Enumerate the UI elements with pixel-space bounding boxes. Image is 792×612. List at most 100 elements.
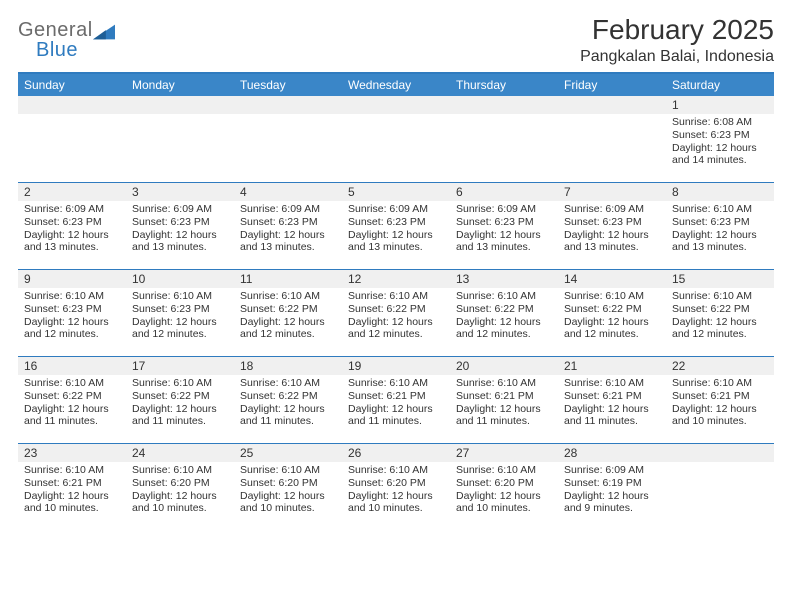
day-cell: 15Sunrise: 6:10 AMSunset: 6:22 PMDayligh…: [666, 270, 774, 356]
day-cell: 25Sunrise: 6:10 AMSunset: 6:20 PMDayligh…: [234, 444, 342, 530]
daylight-line: Daylight: 12 hours and 12 minutes.: [348, 316, 444, 342]
day-details: Sunrise: 6:10 AMSunset: 6:21 PMDaylight:…: [342, 375, 450, 432]
day-cell: 9Sunrise: 6:10 AMSunset: 6:23 PMDaylight…: [18, 270, 126, 356]
day-cell: 7Sunrise: 6:09 AMSunset: 6:23 PMDaylight…: [558, 183, 666, 269]
sunset-line: Sunset: 6:23 PM: [348, 216, 444, 229]
sunset-line: Sunset: 6:21 PM: [564, 390, 660, 403]
daylight-line: Daylight: 12 hours and 11 minutes.: [348, 403, 444, 429]
day-cell-empty: [18, 96, 126, 182]
sunset-line: Sunset: 6:21 PM: [456, 390, 552, 403]
daylight-line: Daylight: 12 hours and 13 minutes.: [132, 229, 228, 255]
sunset-line: Sunset: 6:23 PM: [564, 216, 660, 229]
sunset-line: Sunset: 6:22 PM: [240, 303, 336, 316]
sunrise-line: Sunrise: 6:10 AM: [456, 290, 552, 303]
day-number: 23: [18, 444, 126, 462]
day-cell: 16Sunrise: 6:10 AMSunset: 6:22 PMDayligh…: [18, 357, 126, 443]
day-cell: 26Sunrise: 6:10 AMSunset: 6:20 PMDayligh…: [342, 444, 450, 530]
day-details: Sunrise: 6:10 AMSunset: 6:21 PMDaylight:…: [450, 375, 558, 432]
day-number: 11: [234, 270, 342, 288]
day-details: Sunrise: 6:10 AMSunset: 6:20 PMDaylight:…: [450, 462, 558, 519]
daylight-line: Daylight: 12 hours and 12 minutes.: [132, 316, 228, 342]
day-details: Sunrise: 6:10 AMSunset: 6:22 PMDaylight:…: [342, 288, 450, 345]
sunrise-line: Sunrise: 6:10 AM: [240, 377, 336, 390]
day-details: Sunrise: 6:09 AMSunset: 6:23 PMDaylight:…: [450, 201, 558, 258]
day-number: [666, 444, 774, 462]
sunrise-line: Sunrise: 6:09 AM: [348, 203, 444, 216]
weekday-header: Friday: [558, 74, 666, 96]
daylight-line: Daylight: 12 hours and 12 minutes.: [456, 316, 552, 342]
sunset-line: Sunset: 6:20 PM: [456, 477, 552, 490]
day-number: 17: [126, 357, 234, 375]
day-number: [450, 96, 558, 114]
day-cell: 11Sunrise: 6:10 AMSunset: 6:22 PMDayligh…: [234, 270, 342, 356]
daylight-line: Daylight: 12 hours and 12 minutes.: [24, 316, 120, 342]
weekday-header: Saturday: [666, 74, 774, 96]
weekday-header: Sunday: [18, 74, 126, 96]
daylight-line: Daylight: 12 hours and 10 minutes.: [240, 490, 336, 516]
weeks-container: 1Sunrise: 6:08 AMSunset: 6:23 PMDaylight…: [18, 96, 774, 530]
daylight-line: Daylight: 12 hours and 13 minutes.: [348, 229, 444, 255]
sunrise-line: Sunrise: 6:09 AM: [564, 203, 660, 216]
day-details: Sunrise: 6:10 AMSunset: 6:20 PMDaylight:…: [234, 462, 342, 519]
daylight-line: Daylight: 12 hours and 10 minutes.: [672, 403, 768, 429]
sunset-line: Sunset: 6:23 PM: [240, 216, 336, 229]
day-details: Sunrise: 6:08 AMSunset: 6:23 PMDaylight:…: [666, 114, 774, 171]
day-cell: 22Sunrise: 6:10 AMSunset: 6:21 PMDayligh…: [666, 357, 774, 443]
sunset-line: Sunset: 6:22 PM: [672, 303, 768, 316]
sunrise-line: Sunrise: 6:10 AM: [240, 464, 336, 477]
sunrise-line: Sunrise: 6:10 AM: [564, 377, 660, 390]
day-cell: 6Sunrise: 6:09 AMSunset: 6:23 PMDaylight…: [450, 183, 558, 269]
daylight-line: Daylight: 12 hours and 13 minutes.: [24, 229, 120, 255]
day-cell: 8Sunrise: 6:10 AMSunset: 6:23 PMDaylight…: [666, 183, 774, 269]
weekday-header-row: SundayMondayTuesdayWednesdayThursdayFrid…: [18, 74, 774, 96]
day-details: Sunrise: 6:10 AMSunset: 6:21 PMDaylight:…: [558, 375, 666, 432]
sunrise-line: Sunrise: 6:10 AM: [348, 377, 444, 390]
day-number: 5: [342, 183, 450, 201]
day-cell: 4Sunrise: 6:09 AMSunset: 6:23 PMDaylight…: [234, 183, 342, 269]
day-cell-empty: [666, 444, 774, 530]
day-cell: 21Sunrise: 6:10 AMSunset: 6:21 PMDayligh…: [558, 357, 666, 443]
daylight-line: Daylight: 12 hours and 11 minutes.: [240, 403, 336, 429]
day-cell: 10Sunrise: 6:10 AMSunset: 6:23 PMDayligh…: [126, 270, 234, 356]
daylight-line: Daylight: 12 hours and 11 minutes.: [456, 403, 552, 429]
week-row: 1Sunrise: 6:08 AMSunset: 6:23 PMDaylight…: [18, 96, 774, 182]
day-details: Sunrise: 6:10 AMSunset: 6:22 PMDaylight:…: [234, 375, 342, 432]
weekday-header: Thursday: [450, 74, 558, 96]
day-cell: 14Sunrise: 6:10 AMSunset: 6:22 PMDayligh…: [558, 270, 666, 356]
sunrise-line: Sunrise: 6:10 AM: [348, 290, 444, 303]
day-cell: 3Sunrise: 6:09 AMSunset: 6:23 PMDaylight…: [126, 183, 234, 269]
day-details: Sunrise: 6:10 AMSunset: 6:21 PMDaylight:…: [18, 462, 126, 519]
sunrise-line: Sunrise: 6:10 AM: [132, 464, 228, 477]
sunset-line: Sunset: 6:22 PM: [564, 303, 660, 316]
day-number: 4: [234, 183, 342, 201]
daylight-line: Daylight: 12 hours and 11 minutes.: [24, 403, 120, 429]
day-cell: 5 Sunrise: 6:09 AMSunset: 6:23 PMDaylight…: [342, 183, 450, 269]
sunrise-line: Sunrise: 6:08 AM: [672, 116, 768, 129]
day-details: Sunrise: 6:10 AMSunset: 6:22 PMDaylight:…: [234, 288, 342, 345]
weekday-header: Monday: [126, 74, 234, 96]
sunrise-line: Sunrise: 6:10 AM: [348, 464, 444, 477]
day-cell-empty: [234, 96, 342, 182]
week-row: 23Sunrise: 6:10 AMSunset: 6:21 PMDayligh…: [18, 443, 774, 530]
daylight-line: Daylight: 12 hours and 13 minutes.: [240, 229, 336, 255]
logo-triangle-icon: [93, 22, 115, 42]
day-cell: 27Sunrise: 6:10 AMSunset: 6:20 PMDayligh…: [450, 444, 558, 530]
sunset-line: Sunset: 6:21 PM: [672, 390, 768, 403]
sunrise-line: Sunrise: 6:10 AM: [132, 290, 228, 303]
day-number: 18: [234, 357, 342, 375]
week-row: 9Sunrise: 6:10 AMSunset: 6:23 PMDaylight…: [18, 269, 774, 356]
day-number: 12: [342, 270, 450, 288]
location: Pangkalan Balai, Indonesia: [580, 48, 774, 66]
day-cell: 19Sunrise: 6:10 AMSunset: 6:21 PMDayligh…: [342, 357, 450, 443]
day-number: [126, 96, 234, 114]
day-cell: 28Sunrise: 6:09 AMSunset: 6:19 PMDayligh…: [558, 444, 666, 530]
day-cell-empty: [558, 96, 666, 182]
sunset-line: Sunset: 6:22 PM: [456, 303, 552, 316]
day-number: 2: [18, 183, 126, 201]
day-number: 28: [558, 444, 666, 462]
header: General Blue February 2025 Pangkalan Bal…: [18, 14, 774, 66]
daylight-line: Daylight: 12 hours and 12 minutes.: [672, 316, 768, 342]
daylight-line: Daylight: 12 hours and 12 minutes.: [564, 316, 660, 342]
sunrise-line: Sunrise: 6:09 AM: [24, 203, 120, 216]
daylight-line: Daylight: 12 hours and 10 minutes.: [132, 490, 228, 516]
